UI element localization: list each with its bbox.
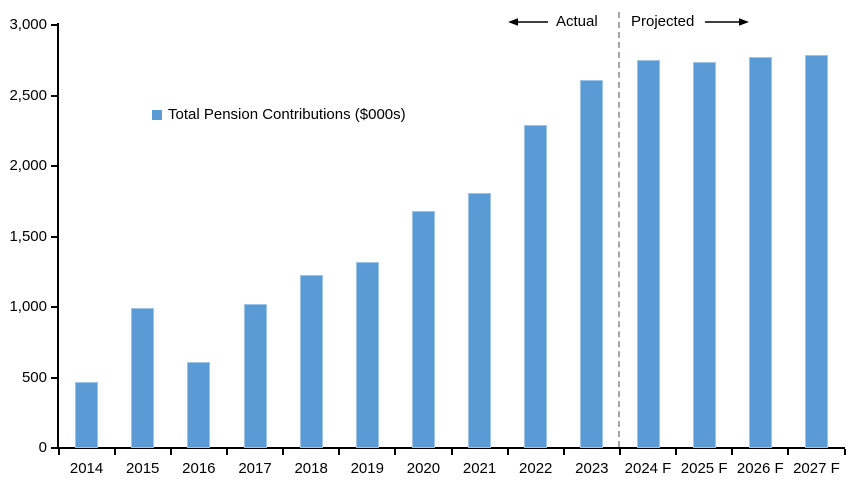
legend-swatch-icon — [152, 110, 162, 120]
x-tick-mark — [225, 449, 228, 455]
x-tick-mark — [843, 449, 846, 455]
x-tick-label: 2021 — [462, 460, 497, 477]
projected-right-arrow-icon — [705, 18, 749, 26]
legend-label: Total Pension Contributions ($000s) — [168, 106, 406, 123]
y-tick-label: 0 — [38, 439, 47, 456]
y-tick-label: 1,000 — [9, 298, 47, 315]
x-tick-mark — [394, 449, 397, 455]
bar-2024-f — [636, 60, 660, 448]
y-tick-label: 1,500 — [9, 227, 47, 245]
bar-2014 — [75, 381, 99, 448]
y-tick-mark — [51, 376, 58, 379]
x-tick-mark — [675, 449, 678, 455]
x-tick-label: 2027 F — [793, 460, 840, 477]
bar-2016 — [187, 361, 211, 448]
y-tick-label: 500 — [21, 368, 47, 386]
bar-2021 — [468, 192, 492, 448]
x-tick-label: 2018 — [294, 460, 328, 477]
x-axis-line — [57, 447, 845, 449]
x-tick-mark — [506, 449, 509, 455]
bar-2027-f — [804, 54, 828, 448]
x-tick-mark — [282, 449, 285, 455]
y-tick-label: 2,000 — [9, 157, 47, 174]
actual-label: Actual — [556, 13, 598, 30]
y-tick-mark — [51, 94, 58, 97]
projected-label: Projected — [631, 13, 695, 30]
x-tick-label: 2024 F — [624, 460, 672, 477]
x-tick-mark — [57, 449, 60, 455]
x-tick-label: 2023 — [575, 460, 609, 477]
y-tick-mark — [51, 447, 58, 449]
x-tick-label: 2019 — [350, 460, 384, 477]
x-tick-label: 2014 — [69, 460, 104, 477]
actual-left-arrow-icon — [508, 18, 548, 26]
y-tick-label: 3,000 — [9, 16, 47, 33]
y-tick-mark — [51, 235, 58, 238]
bar-2020 — [411, 211, 435, 448]
x-tick-label: 2015 — [126, 460, 160, 477]
x-tick-mark — [450, 449, 453, 455]
bar-2018 — [299, 274, 323, 448]
y-tick-mark — [51, 165, 58, 167]
y-tick-label: 2,500 — [9, 86, 47, 104]
y-axis-line — [57, 23, 59, 449]
bar-2025-f — [692, 61, 716, 448]
x-tick-label: 2020 — [406, 460, 441, 477]
x-tick-mark — [113, 449, 116, 455]
x-tick-label: 2017 — [238, 460, 272, 477]
x-tick-mark — [338, 449, 341, 455]
bar-2019 — [355, 261, 379, 448]
x-tick-mark — [731, 449, 734, 455]
x-tick-mark — [562, 449, 565, 455]
bar-2026-f — [748, 57, 772, 448]
y-tick-mark — [51, 24, 58, 26]
x-tick-mark — [169, 449, 172, 455]
x-tick-label: 2016 — [182, 460, 216, 477]
bar-2023 — [580, 79, 604, 448]
x-tick-label: 2025 F — [680, 460, 728, 477]
bar-2015 — [131, 308, 155, 448]
x-tick-label: 2022 — [519, 460, 553, 477]
x-tick-mark — [787, 449, 790, 455]
x-tick-mark — [618, 449, 621, 455]
legend: Total Pension Contributions ($000s) — [152, 107, 406, 123]
actual-projected-divider — [618, 12, 620, 447]
y-tick-mark — [51, 306, 58, 308]
bar-2017 — [243, 304, 267, 448]
x-tick-label: 2026 F — [736, 460, 784, 477]
bar-2022 — [524, 125, 548, 448]
